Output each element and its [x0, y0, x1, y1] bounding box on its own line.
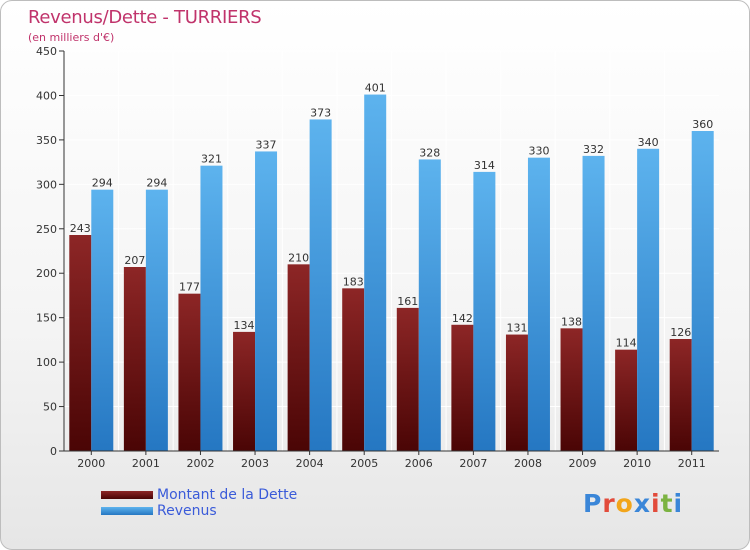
bar-debt: [560, 328, 583, 451]
x-tick-label: 2003: [241, 457, 269, 470]
x-tick-label: 2006: [405, 457, 433, 470]
bar-debt: [123, 267, 146, 451]
grid-layer: [64, 50, 719, 451]
data-label-revenue: 294: [146, 177, 167, 190]
x-tick-label: 2010: [623, 457, 651, 470]
data-label-debt: 161: [397, 295, 418, 308]
data-label-debt: 183: [343, 275, 364, 288]
x-tick-label: 2002: [186, 457, 214, 470]
data-label-debt: 138: [561, 315, 582, 328]
data-label-debt: 243: [70, 222, 91, 235]
labels-layer: 243 294 207 294 177 321 134 337 210 373 183 401 161 3…: [70, 82, 713, 350]
bar-revenue: [582, 155, 605, 451]
bar-debt: [669, 339, 692, 451]
y-tick-label: 200: [36, 267, 57, 280]
data-label-revenue: 401: [365, 82, 386, 95]
y-tick-label: 0: [50, 445, 57, 458]
axis-layer: 0 50 100 150 200 250 300 350 400 450 2000 2001 2002 2…: [36, 45, 719, 470]
bar-revenue: [473, 171, 496, 451]
bar-revenue: [200, 165, 223, 451]
data-label-debt: 142: [452, 312, 473, 325]
data-label-revenue: 360: [692, 118, 713, 131]
bar-revenue: [255, 151, 278, 451]
bar-debt: [342, 288, 365, 451]
data-label-revenue: 321: [201, 153, 222, 166]
data-label-revenue: 314: [474, 159, 495, 172]
x-tick-label: 2007: [459, 457, 487, 470]
bar-debt: [451, 324, 474, 451]
bar-revenue: [309, 119, 332, 451]
data-label-debt: 131: [506, 322, 527, 335]
data-label-debt: 114: [616, 337, 637, 350]
data-label-debt: 210: [288, 251, 309, 264]
data-label-revenue: 340: [638, 136, 659, 149]
y-tick-label: 50: [43, 401, 57, 414]
data-label-debt: 177: [179, 281, 200, 294]
bar-revenue: [418, 159, 441, 451]
x-tick-label: 2004: [296, 457, 324, 470]
bar-debt: [178, 293, 201, 451]
bar-debt: [287, 264, 310, 451]
x-tick-label: 2000: [77, 457, 105, 470]
data-label-debt: 126: [670, 326, 691, 339]
x-tick-label: 2001: [132, 457, 160, 470]
y-tick-label: 150: [36, 312, 57, 325]
proxiti-logo: Proxiti: [583, 489, 684, 518]
x-tick-label: 2005: [350, 457, 378, 470]
y-tick-label: 100: [36, 356, 57, 369]
y-tick-label: 350: [36, 134, 57, 147]
chart-title: Revenus/Dette - TURRIERS: [28, 7, 262, 28]
data-label-debt: 207: [124, 254, 145, 267]
y-tick-label: 450: [36, 45, 57, 58]
bar-revenue: [691, 131, 714, 451]
chart-subtitle: (en milliers d'€): [28, 31, 115, 44]
bar-revenue: [637, 148, 660, 451]
bar-debt: [505, 334, 528, 451]
x-tick-label: 2008: [514, 457, 542, 470]
bar-debt: [396, 307, 419, 451]
x-tick-label: 2011: [678, 457, 706, 470]
legend-swatch-revenue: [101, 507, 153, 515]
y-tick-label: 250: [36, 223, 57, 236]
data-label-revenue: 337: [256, 138, 277, 151]
data-label-revenue: 332: [583, 143, 604, 156]
y-tick-label: 400: [36, 89, 57, 102]
bar-debt: [69, 235, 92, 451]
data-label-debt: 134: [234, 319, 255, 332]
data-label-revenue: 294: [92, 177, 113, 190]
bar-debt: [233, 331, 256, 451]
legend-label-debt: Montant de la Dette: [157, 487, 298, 503]
legend-label-revenue: Revenus: [157, 503, 217, 519]
y-tick-label: 300: [36, 178, 57, 191]
bar-revenue: [145, 189, 168, 451]
x-tick-label: 2009: [569, 457, 597, 470]
bars-layer: [69, 94, 714, 452]
bar-debt: [615, 349, 638, 451]
bar-revenue: [91, 189, 114, 451]
data-label-revenue: 373: [310, 106, 331, 119]
bar-revenue: [364, 94, 387, 452]
bar-revenue: [527, 157, 550, 451]
legend-swatch-debt: [101, 491, 153, 499]
data-label-revenue: 330: [528, 145, 549, 158]
data-label-revenue: 328: [419, 146, 440, 159]
